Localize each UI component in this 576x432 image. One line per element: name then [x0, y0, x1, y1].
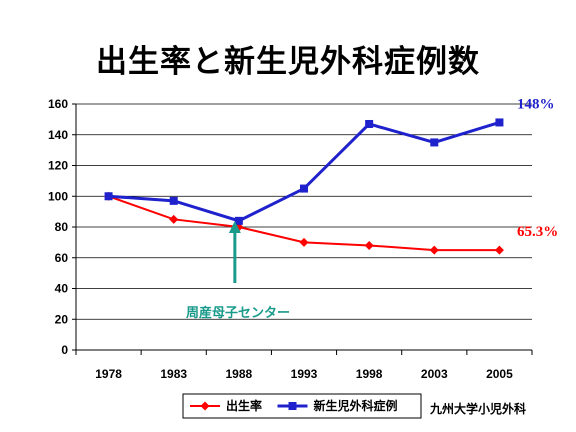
x-tick-labels: 1978 1983 1988 1993 1998 2003 2005 — [95, 367, 513, 381]
x-tick-label: 2003 — [421, 367, 448, 381]
y-tick-label: 80 — [55, 220, 69, 234]
legend-label: 新生児外科症例 — [314, 398, 398, 413]
data-point — [365, 119, 374, 128]
x-tick-label: 1993 — [291, 367, 318, 381]
data-point — [234, 216, 243, 225]
annotation-arrowhead — [228, 221, 241, 233]
series-line — [108, 121, 500, 223]
x-tick-label: 1983 — [160, 367, 187, 381]
annotation-layer: 周産母子センター — [186, 221, 290, 321]
y-tick-label: 0 — [61, 343, 68, 357]
data-point — [104, 192, 113, 201]
x-tick-label: 1978 — [95, 367, 122, 381]
end-label: 148% — [517, 96, 555, 112]
end-label: 65.3% — [517, 224, 558, 240]
legend-label: 出生率 — [226, 398, 262, 413]
y-tick-labels: 0 20 40 60 80 100 120 140 160 — [48, 97, 68, 357]
end-labels: 148% 65.3% — [517, 96, 558, 240]
legend: 出生率 新生児外科症例 — [182, 393, 422, 419]
y-tick-label: 120 — [48, 159, 68, 173]
x-tick-label: 1988 — [226, 367, 253, 381]
y-tick-label: 40 — [55, 282, 69, 296]
credit-text: 九州大学小児外科 — [429, 401, 526, 416]
data-point — [495, 118, 504, 127]
data-point — [169, 196, 178, 205]
chart-title: 出生率と新生児外科症例数 — [96, 44, 480, 80]
y-tick-label: 60 — [55, 251, 69, 265]
legend-marker — [288, 402, 297, 410]
y-tick-label: 140 — [48, 128, 68, 142]
x-tick-label: 2005 — [486, 367, 513, 381]
data-point — [494, 245, 504, 255]
y-tick-label: 160 — [48, 97, 68, 111]
y-tick-label: 20 — [55, 312, 69, 326]
data-point — [300, 184, 308, 193]
data-point — [429, 245, 439, 255]
data-point — [299, 237, 309, 247]
legend-marker — [200, 401, 210, 411]
series-layer — [104, 118, 504, 255]
y-tick-label: 100 — [48, 189, 68, 203]
data-point — [169, 214, 179, 224]
x-tick-label: 1998 — [356, 367, 383, 381]
axes — [72, 103, 533, 355]
grid-lines — [76, 103, 532, 320]
data-point — [364, 240, 374, 250]
data-point — [430, 138, 439, 147]
annotation-text: 周産母子センター — [186, 305, 290, 321]
